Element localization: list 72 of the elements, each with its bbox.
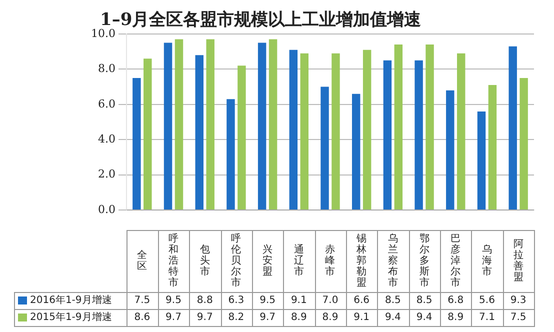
data-label: 7.0 bbox=[322, 295, 338, 306]
x-tick-label: 呼伦贝尔市 bbox=[231, 232, 242, 289]
bar bbox=[457, 53, 466, 210]
x-tick-label: 赤峰市 bbox=[325, 244, 336, 278]
data-label: 9.5 bbox=[260, 295, 276, 306]
bar bbox=[226, 99, 235, 210]
y-tick-label: 2.0 bbox=[98, 168, 116, 181]
bar bbox=[352, 94, 360, 210]
bar bbox=[383, 60, 392, 210]
data-label: 9.4 bbox=[384, 312, 401, 324]
data-label: 5.6 bbox=[479, 295, 495, 306]
bar bbox=[238, 66, 246, 210]
x-tick-label: 通辽市 bbox=[294, 244, 304, 278]
bar bbox=[300, 53, 308, 210]
x-tick-label: 乌兰察布市 bbox=[388, 232, 398, 289]
data-label: 7.1 bbox=[479, 312, 495, 324]
bar bbox=[508, 46, 517, 210]
data-label: 9.5 bbox=[166, 295, 182, 306]
data-label: 9.4 bbox=[416, 312, 432, 324]
data-label: 9.7 bbox=[196, 312, 213, 324]
bar bbox=[174, 39, 184, 210]
x-tick-label: 全区 bbox=[137, 249, 148, 272]
data-label: 7.5 bbox=[134, 295, 150, 306]
bar bbox=[144, 58, 152, 210]
legend-label: 2016年1-9月增速 bbox=[30, 294, 112, 306]
data-label: 8.9 bbox=[290, 312, 307, 324]
bar bbox=[195, 55, 204, 210]
data-label: 9.1 bbox=[354, 312, 370, 324]
data-label: 8.9 bbox=[322, 312, 338, 324]
data-label: 9.1 bbox=[290, 295, 307, 306]
bar bbox=[132, 78, 141, 210]
data-label: 6.6 bbox=[354, 295, 370, 306]
bar bbox=[426, 44, 434, 210]
x-tick-label: 包头市 bbox=[200, 244, 210, 278]
bar bbox=[332, 53, 340, 210]
x-tick-label: 呼和浩特市 bbox=[168, 232, 179, 289]
x-tick-label: 乌海市 bbox=[482, 244, 492, 278]
bar bbox=[477, 111, 486, 210]
data-label: 8.5 bbox=[416, 295, 432, 306]
x-tick-label: 鄂尔多斯市 bbox=[419, 234, 430, 289]
data-label: 8.9 bbox=[448, 312, 464, 324]
bar bbox=[488, 85, 497, 210]
bar bbox=[206, 39, 214, 210]
y-tick-label: 6.0 bbox=[98, 97, 116, 110]
bar bbox=[164, 42, 172, 210]
x-tick-label: 巴彦淖尔市 bbox=[450, 234, 461, 289]
bar bbox=[268, 39, 278, 210]
x-tick-label: 兴安盟 bbox=[262, 244, 273, 278]
y-tick-label: 4.0 bbox=[98, 132, 116, 146]
data-label: 9.3 bbox=[510, 295, 526, 306]
data-label: 8.6 bbox=[134, 312, 150, 324]
data-label: 8.5 bbox=[384, 295, 401, 306]
legend-label: 2015年1-9月增速 bbox=[30, 311, 112, 324]
data-label: 6.3 bbox=[228, 295, 244, 306]
bar bbox=[320, 86, 329, 210]
x-tick-label: 阿拉善盟 bbox=[513, 239, 524, 284]
bar bbox=[520, 78, 528, 210]
data-label: 8.2 bbox=[228, 312, 244, 324]
bar bbox=[289, 50, 298, 210]
bar bbox=[258, 42, 266, 210]
bar bbox=[394, 44, 403, 210]
bar bbox=[414, 60, 423, 210]
data-label: 9.7 bbox=[260, 312, 276, 324]
y-tick-label: 8.0 bbox=[98, 62, 116, 76]
x-tick-label: 锡林郭勒盟 bbox=[356, 234, 367, 289]
data-label: 7.5 bbox=[510, 312, 526, 324]
data-label: 6.8 bbox=[448, 295, 464, 306]
y-tick-label: 0.0 bbox=[98, 202, 116, 216]
data-label: 8.8 bbox=[196, 295, 213, 306]
bar bbox=[362, 50, 372, 210]
data-label: 9.7 bbox=[166, 312, 182, 324]
bar bbox=[446, 90, 454, 210]
